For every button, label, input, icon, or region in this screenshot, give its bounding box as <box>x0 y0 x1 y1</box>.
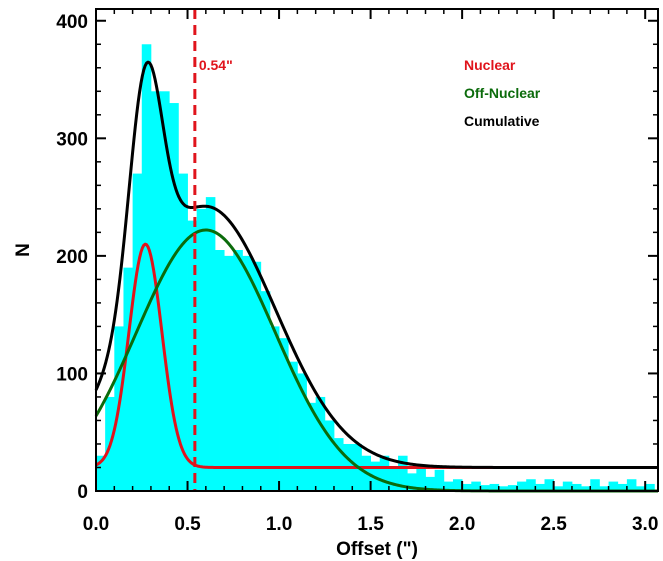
histogram-bar <box>196 208 207 491</box>
histogram-bar <box>260 291 271 491</box>
histogram-bar <box>407 473 417 491</box>
histogram-bar <box>297 373 307 491</box>
y-tick-label: 300 <box>56 129 88 150</box>
y-tick-label: 400 <box>56 12 88 33</box>
histogram-bar <box>626 479 637 491</box>
histogram-bar <box>416 467 426 491</box>
histogram-bar <box>187 220 198 492</box>
histogram-bar <box>398 455 408 491</box>
histogram-bar <box>636 486 646 491</box>
histogram-bar <box>333 438 344 491</box>
histogram-bar <box>489 483 500 491</box>
x-tick-label: 2.5 <box>540 514 567 535</box>
y-tick-label: 0 <box>77 482 88 503</box>
histogram-bar <box>443 481 454 491</box>
histogram-bar <box>517 481 527 491</box>
histogram-bar <box>315 396 326 491</box>
histogram-bar <box>562 481 573 491</box>
histogram-bar <box>645 483 655 491</box>
histogram-bars <box>96 44 655 492</box>
histogram-bar <box>526 479 536 491</box>
histogram-bar <box>242 255 252 491</box>
legend-entry-off-nuclear: Off-Nuclear <box>464 85 541 101</box>
histogram-bar <box>535 483 545 491</box>
y-tick-label: 200 <box>56 247 88 268</box>
histogram-bar <box>498 486 509 491</box>
threshold-label: 0.54" <box>199 57 233 73</box>
histogram-bar <box>324 420 335 491</box>
histogram-bar <box>224 255 234 491</box>
histogram-bar <box>141 44 152 492</box>
histogram-bar <box>434 469 445 491</box>
histogram-bar <box>581 486 591 491</box>
histogram-bar <box>452 479 463 491</box>
legend-entry-nuclear: Nuclear <box>464 57 516 73</box>
histogram-bar <box>425 476 436 491</box>
histogram-bar <box>480 485 490 491</box>
histogram-bar <box>544 479 555 491</box>
histogram-bar <box>205 197 216 491</box>
x-axis-title: Offset (") <box>336 539 418 560</box>
histogram-bar <box>471 481 481 491</box>
x-tick-label: 1.0 <box>266 514 292 535</box>
legend-entry-cumulative: Cumulative <box>464 113 540 129</box>
histogram-bar <box>251 261 262 491</box>
x-tick-label: 0.0 <box>83 514 109 535</box>
histogram-bar <box>388 467 399 491</box>
histogram-bar <box>269 326 280 491</box>
histogram-bar <box>617 483 628 491</box>
histogram-bar <box>96 455 106 491</box>
histogram-bar <box>599 486 609 491</box>
histogram-bar <box>169 103 179 492</box>
histogram-bar <box>123 267 134 491</box>
x-tick-label: 2.0 <box>449 514 475 535</box>
histogram-bar <box>590 479 600 491</box>
histogram-bar <box>462 483 472 491</box>
histogram-bar <box>507 485 518 491</box>
histogram-bar <box>553 486 564 491</box>
plot-frame <box>95 8 659 492</box>
x-tick-label: 0.5 <box>174 514 201 535</box>
histogram-bar <box>178 173 188 491</box>
y-axis-ticks: 0 100 200 300 400 <box>56 12 658 503</box>
histogram-bar <box>160 91 170 491</box>
histogram-bar <box>288 361 298 491</box>
cumulative-curve <box>94 60 659 469</box>
y-axis-title: N <box>13 243 34 257</box>
x-tick-label: 3.0 <box>632 514 658 535</box>
histogram-bar <box>379 455 390 491</box>
histogram-bar <box>279 338 289 491</box>
histogram-bar <box>214 250 225 491</box>
histogram-bar <box>571 483 582 491</box>
legend: Nuclear Off-Nuclear Cumulative <box>464 57 541 129</box>
histogram-bar <box>233 250 243 491</box>
y-tick-label: 100 <box>56 364 88 385</box>
histogram-bar <box>608 481 619 491</box>
x-tick-label: 1.5 <box>357 514 384 535</box>
histogram-bar <box>306 402 317 491</box>
x-axis-ticks: 0.0 0.5 1.0 1.5 2.0 2.5 3.0 <box>83 9 658 535</box>
